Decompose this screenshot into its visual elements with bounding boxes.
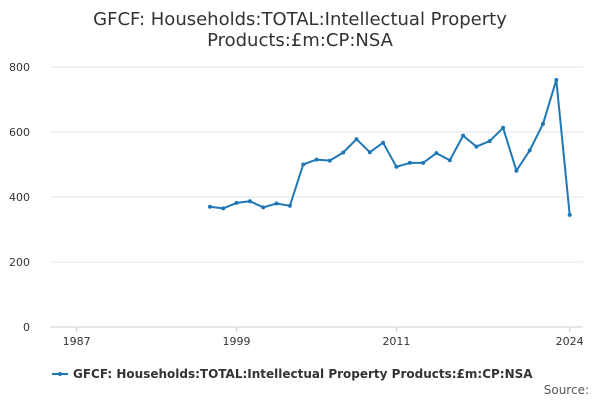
x-tick-label: 2011 xyxy=(382,335,410,348)
data-point[interactable] xyxy=(501,125,506,130)
data-point[interactable] xyxy=(487,139,492,144)
data-point[interactable] xyxy=(207,204,212,209)
gridlines xyxy=(50,66,583,263)
data-point[interactable] xyxy=(527,148,532,153)
data-point[interactable] xyxy=(514,168,519,173)
series-group xyxy=(207,78,572,217)
data-point[interactable] xyxy=(327,158,332,163)
y-tick-label: 800 xyxy=(9,61,30,74)
legend[interactable]: GFCF: Households:TOTAL:Intellectual Prop… xyxy=(52,367,533,381)
y-tick-label: 400 xyxy=(9,191,30,204)
data-point[interactable] xyxy=(394,164,399,169)
data-point[interactable] xyxy=(461,133,466,138)
chart-title-line: Products:£m:CP:NSA xyxy=(207,30,394,51)
data-point[interactable] xyxy=(301,162,306,167)
data-point[interactable] xyxy=(421,160,426,165)
data-point[interactable] xyxy=(314,157,319,162)
legend-swatch-marker xyxy=(58,372,62,376)
data-point[interactable] xyxy=(434,151,439,156)
data-point[interactable] xyxy=(474,144,479,149)
data-point[interactable] xyxy=(367,150,372,155)
data-point[interactable] xyxy=(341,150,346,155)
data-point[interactable] xyxy=(554,78,559,82)
data-point[interactable] xyxy=(261,205,266,210)
source-label: Source: xyxy=(544,383,589,397)
data-point[interactable] xyxy=(221,206,226,211)
y-tick-label: 600 xyxy=(9,126,30,139)
y-tick-label: 200 xyxy=(9,256,30,269)
chart-title: GFCF: Households:TOTAL:Intellectual Prop… xyxy=(93,9,507,51)
data-point[interactable] xyxy=(274,201,279,206)
data-point[interactable] xyxy=(447,158,452,163)
x-tick-label: 1987 xyxy=(63,335,91,348)
chart-title-line: GFCF: Households:TOTAL:Intellectual Prop… xyxy=(93,9,507,30)
data-point[interactable] xyxy=(287,203,292,208)
data-point[interactable] xyxy=(407,160,412,165)
data-point[interactable] xyxy=(234,200,239,205)
data-point[interactable] xyxy=(354,137,359,142)
axes: 0 200 400 600 800 1987 1999 2011 2024 xyxy=(9,61,584,348)
data-point[interactable] xyxy=(247,199,252,204)
data-point[interactable] xyxy=(381,140,386,145)
data-point[interactable] xyxy=(541,121,545,126)
series-line xyxy=(209,79,571,215)
y-tick-label: 0 xyxy=(23,321,30,334)
data-point[interactable] xyxy=(567,212,572,217)
x-tick-label: 2024 xyxy=(556,335,584,348)
legend-label[interactable]: GFCF: Households:TOTAL:Intellectual Prop… xyxy=(73,367,533,381)
x-tick-label: 1999 xyxy=(223,335,251,348)
